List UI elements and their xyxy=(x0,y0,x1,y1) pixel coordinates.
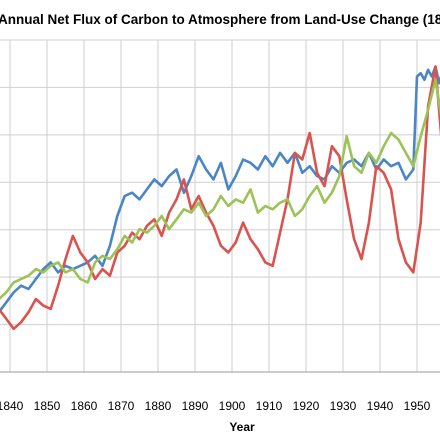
series-line-1 xyxy=(0,65,440,313)
x-tick-label: 1840 xyxy=(0,399,24,413)
x-axis-title: Year xyxy=(229,420,255,434)
x-tick-label: 1940 xyxy=(367,399,394,413)
x-tick-label: 1920 xyxy=(293,399,320,413)
series-line-3 xyxy=(0,78,440,300)
x-tick-label: 1910 xyxy=(256,399,283,413)
x-tick-labels: 1840 1850 1860 1870 1880 1890 1900 1910 1920 1930… xyxy=(0,399,431,413)
x-tick-label: 1950 xyxy=(404,399,431,413)
x-tick-label: 1930 xyxy=(330,399,357,413)
x-tick-label: 1860 xyxy=(71,399,98,413)
x-tick-label: 1880 xyxy=(145,399,172,413)
series-group xyxy=(0,65,440,331)
x-tick-label: 1850 xyxy=(34,399,61,413)
x-tick-label: 1890 xyxy=(182,399,209,413)
chart-title: Annual Net Flux of Carbon to Atmosphere … xyxy=(0,12,440,27)
x-tick-label: 1900 xyxy=(219,399,246,413)
series-line-2 xyxy=(0,65,440,331)
x-tick-label: 1870 xyxy=(108,399,135,413)
